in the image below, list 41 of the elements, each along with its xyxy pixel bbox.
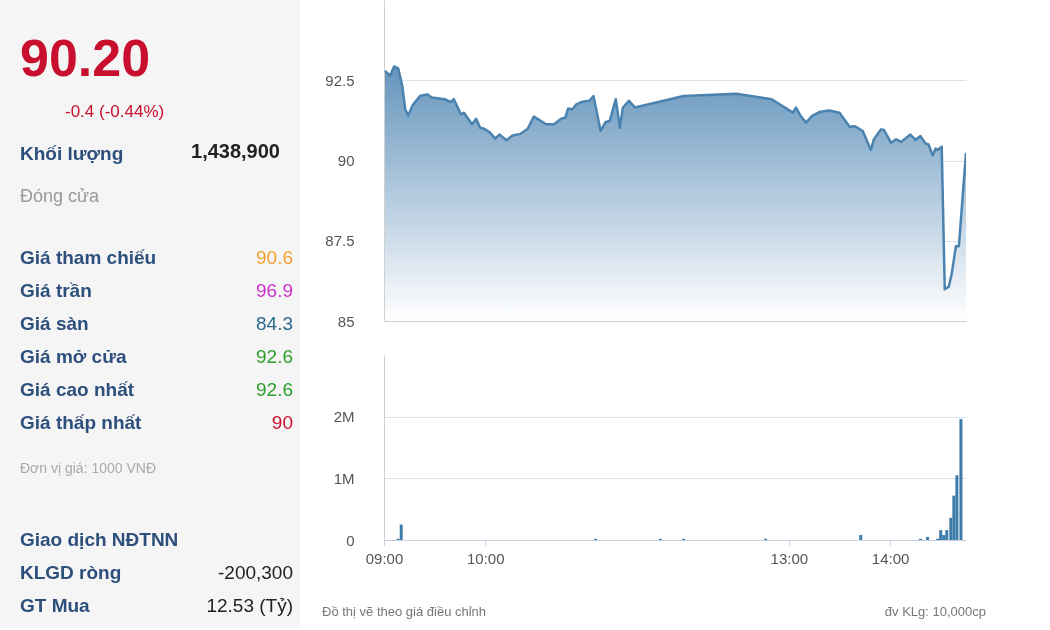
text: GT Mua	[20, 595, 91, 616]
y-tick-label: 1M	[333, 469, 355, 487]
bar	[859, 535, 863, 540]
bar	[959, 419, 963, 540]
text: Giá tham chiếu	[20, 247, 157, 268]
text: Giá sàn	[20, 313, 89, 334]
text: Giao dịch NĐTNN	[20, 529, 179, 550]
bar	[939, 530, 943, 540]
text: -200,300	[217, 562, 293, 583]
y-tick-label: 0	[346, 531, 355, 549]
text: Giá thấp nhất	[20, 412, 143, 433]
x-tick-label: 14:00	[871, 549, 910, 567]
text: -0.4 (-0.44%)	[65, 102, 165, 121]
text: đv KLg: 10,000cp	[884, 604, 986, 619]
bar	[926, 536, 930, 540]
text: 12.53 (Tỷ)	[206, 595, 293, 616]
bar	[399, 524, 403, 540]
y-tick-label: 90	[337, 152, 355, 169]
text: Đóng cửa	[20, 186, 101, 206]
y-tick-label: 87.5	[325, 232, 355, 250]
text: 90.20	[20, 29, 151, 87]
text: KLGD ròng	[20, 562, 122, 583]
text: Đơn vị giá: 1000 VNĐ	[20, 460, 157, 476]
text: 96.9	[256, 280, 293, 301]
text: 90	[271, 412, 293, 433]
y-tick-label: 92.5	[325, 71, 355, 89]
x-tick-label: 10:00	[466, 549, 505, 567]
y-tick-label: 85	[337, 312, 355, 330]
text: 1,438,900	[191, 140, 280, 162]
text: 84.3	[256, 313, 293, 334]
text: Khối lượng	[20, 143, 124, 164]
text: Đồ thị vẽ theo giá điều chỉnh	[322, 604, 487, 619]
y-tick-label: 2M	[333, 408, 355, 426]
x-tick-label: 13:00	[770, 549, 809, 567]
text: 92.6	[256, 379, 293, 400]
text: Giá cao nhất	[20, 379, 135, 400]
text: 92.6	[256, 346, 293, 367]
text: 90.6	[256, 247, 293, 268]
x-tick-label: 09:00	[365, 549, 404, 567]
text: Giá trần	[20, 280, 92, 301]
text: Giá mở cửa	[20, 346, 127, 367]
